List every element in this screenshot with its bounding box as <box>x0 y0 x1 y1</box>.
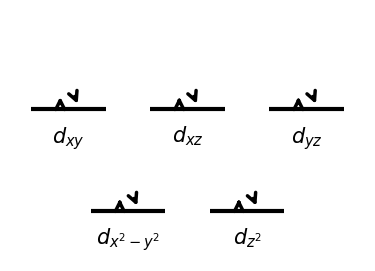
Text: $\boldsymbol{d_{yz}}$: $\boldsymbol{d_{yz}}$ <box>291 125 322 151</box>
Text: $\boldsymbol{d_{x^2-y^2}}$: $\boldsymbol{d_{x^2-y^2}}$ <box>96 227 160 253</box>
Text: $\boldsymbol{d_{z^2}}$: $\boldsymbol{d_{z^2}}$ <box>232 227 261 250</box>
Text: $\boldsymbol{d_{xz}}$: $\boldsymbol{d_{xz}}$ <box>172 125 203 148</box>
Text: $\boldsymbol{d_{xy}}$: $\boldsymbol{d_{xy}}$ <box>52 125 85 151</box>
